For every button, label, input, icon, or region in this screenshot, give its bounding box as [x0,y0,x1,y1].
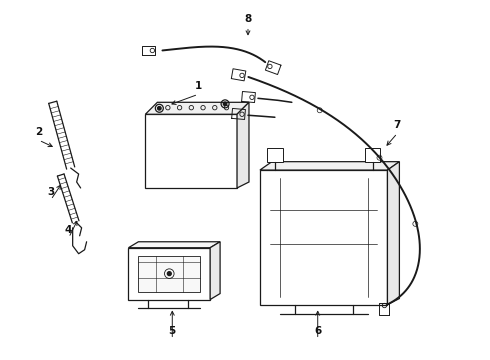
Polygon shape [128,242,220,248]
Bar [365,148,380,162]
Polygon shape [260,162,399,170]
Text: 4: 4 [65,225,73,235]
Bar [260,170,388,305]
Text: 3: 3 [47,187,54,197]
Bar [267,148,283,162]
Text: 6: 6 [314,327,321,336]
Text: 5: 5 [169,327,176,336]
Polygon shape [146,102,249,114]
Circle shape [167,272,171,276]
Circle shape [158,107,161,110]
Text: 7: 7 [394,120,401,130]
Text: 1: 1 [195,81,202,91]
Polygon shape [237,102,249,188]
Bar [128,248,210,300]
Bar [146,114,237,188]
Polygon shape [388,162,399,305]
Circle shape [223,102,227,105]
Text: 2: 2 [35,127,43,137]
Bar [138,256,200,292]
Text: 8: 8 [245,14,251,24]
Polygon shape [210,242,220,300]
